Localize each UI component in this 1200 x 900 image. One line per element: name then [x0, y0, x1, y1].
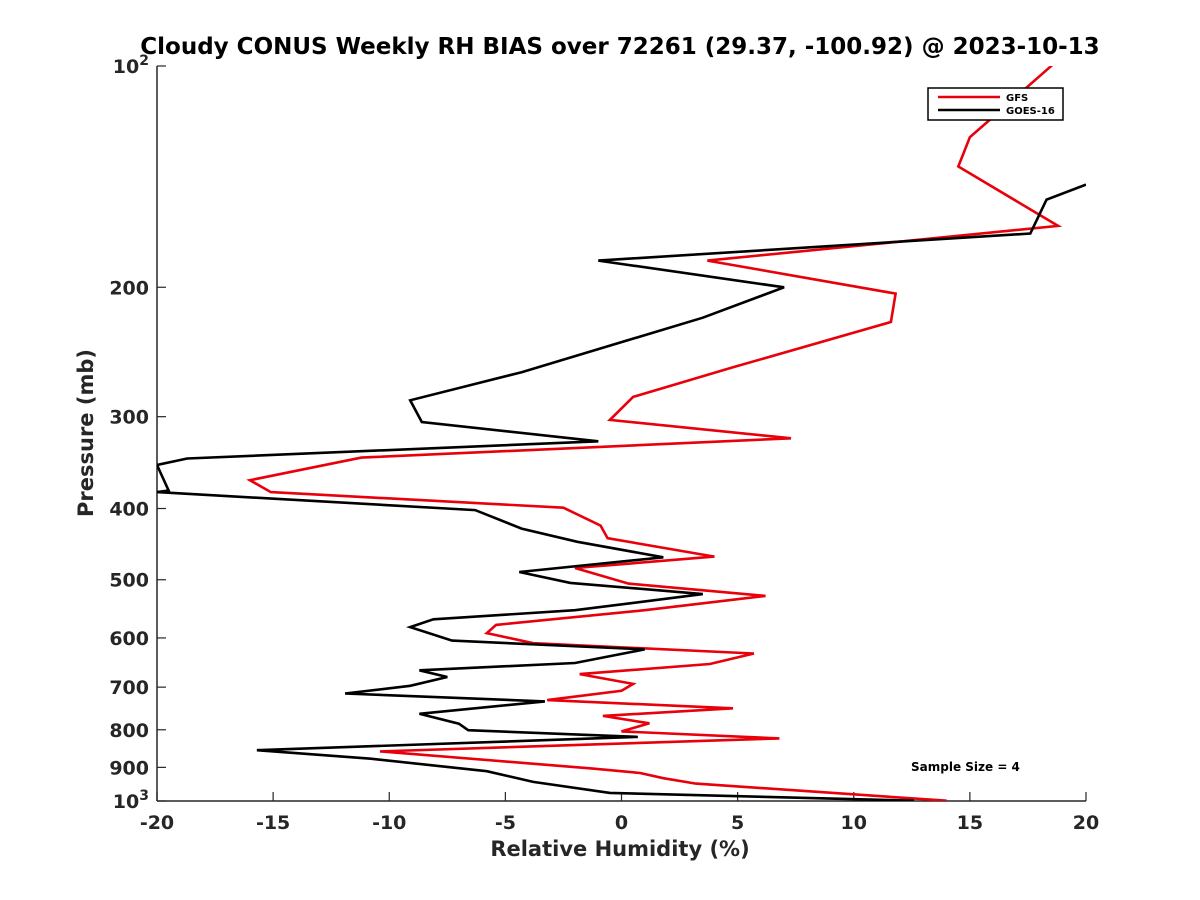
x-tick-label: -15: [256, 812, 290, 834]
legend: GFS GOES-16: [927, 87, 1064, 121]
x-tick-label: -5: [495, 812, 516, 834]
x-tick-label: 20: [1073, 812, 1099, 834]
series-line-goes-16: [157, 183, 1086, 801]
plot-area: -20 -15 -10 -5 0 5 10 15 20 102 200 300 400 500 600 700…: [109, 53, 1099, 834]
legend-label-gfs: GFS: [1006, 93, 1028, 104]
y-tick-label: 500: [109, 570, 149, 592]
legend-box: [927, 87, 1064, 121]
y-tick-label: 102: [113, 53, 149, 78]
y-tick-label: 700: [109, 677, 149, 699]
y-tick-label: 800: [109, 720, 149, 742]
y-axis-label: Pressure (mb): [74, 349, 98, 517]
y-tick-label: 300: [109, 407, 149, 429]
x-tick-label: 0: [615, 812, 628, 834]
x-tick-label: 5: [731, 812, 744, 834]
x-tick-label: -20: [140, 812, 174, 834]
chart-title: Cloudy CONUS Weekly RH BIAS over 72261 (…: [140, 34, 1099, 60]
sample-size-annotation: Sample Size = 4: [911, 760, 1020, 774]
x-tick-label: 10: [841, 812, 867, 834]
series-line-gfs: [246, 66, 1063, 801]
x-axis-label: Relative Humidity (%): [490, 837, 749, 861]
x-tick-label: 15: [957, 812, 983, 834]
legend-label-goes-16: GOES-16: [1006, 106, 1055, 117]
x-tick-label: -10: [372, 812, 406, 834]
y-tick-label: 103: [113, 788, 149, 813]
y-tick-label: 400: [109, 499, 149, 521]
y-tick-label: 200: [109, 277, 149, 299]
y-tick-label: 600: [109, 628, 149, 650]
y-tick-label: 900: [109, 757, 149, 779]
